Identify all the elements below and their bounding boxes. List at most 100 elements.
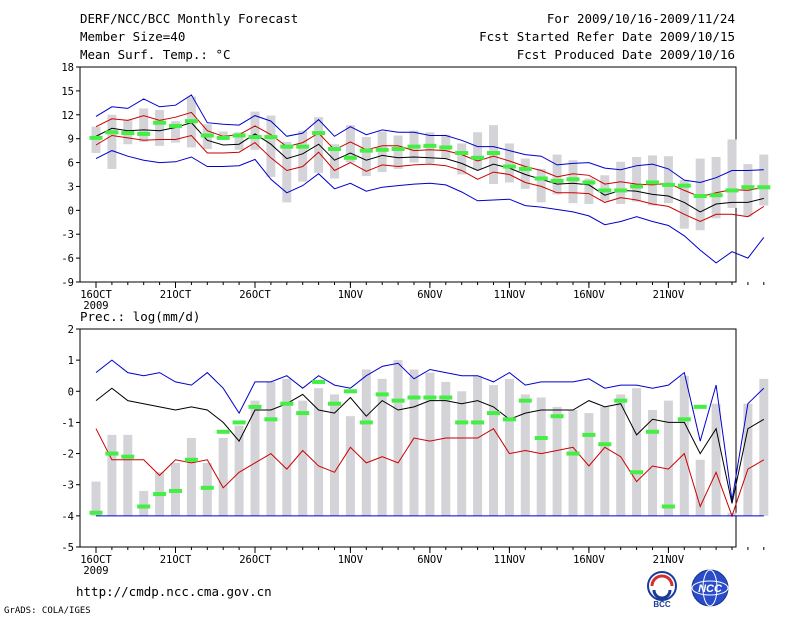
y-tick-label: -6 [61,253,74,265]
spread-box [345,416,355,516]
clim-marker [471,420,485,425]
x-tick-label: 16OCT [80,289,112,301]
clim-marker [391,147,405,152]
clim-marker [693,404,707,409]
x-tick-label: 21NOV [653,554,685,566]
clim-marker [105,451,119,456]
y-tick-label: 15 [61,86,74,98]
clim-marker [296,144,310,149]
x-year-label: 2009 [83,300,108,312]
x-tick-label: 1NOV [338,554,364,566]
y-tick-label: -1 [61,417,74,429]
spread-box [759,154,769,206]
y-tick-label: 2 [68,324,74,336]
spread-box [695,459,705,516]
clim-marker [693,194,707,198]
spread-box [139,108,149,142]
spread-box [425,372,435,516]
clim-marker [343,389,357,394]
clim-marker [184,457,198,462]
clim-marker [502,417,516,422]
clim-marker [646,429,659,434]
y-tick-label: -9 [61,277,74,289]
spread-box [473,375,483,516]
clim-marker [248,135,262,140]
y-tick-label: 9 [68,134,74,146]
y-tick-label: 3 [68,181,74,193]
x-tick-label: 26OCT [239,289,271,301]
spread-box [441,381,451,516]
y-tick-label: -5 [61,542,74,554]
svg-text:NCC: NCC [698,583,723,595]
spread-box [393,135,403,169]
lower-line [95,134,765,223]
spread-box [266,115,276,177]
clim-marker [677,417,691,422]
spread-box [663,156,673,204]
spread-box [552,406,562,516]
spread-box [361,369,371,516]
clim-marker [518,166,532,171]
spread-box [679,180,689,229]
clim-marker [89,510,103,515]
panel-title: Prec.: log(mm/d) [80,309,200,324]
x-tick-label: 16OCT [80,554,112,566]
mean-line [95,387,765,504]
spread-box [314,388,324,516]
spread-box [616,394,626,516]
clim-marker [598,188,612,193]
clim-marker [471,155,485,160]
y-tick-label: 0 [68,205,74,217]
spread-box [107,114,117,169]
spread-box [409,369,419,516]
clim-marker [455,151,469,155]
clim-marker [375,392,389,397]
spread-box [679,375,689,516]
spread-box [171,121,180,143]
clim-marker [582,180,596,185]
clim-marker [741,185,755,190]
spread-box [139,490,149,516]
spread-box [552,154,562,195]
clim-marker [121,131,135,136]
clim-marker [487,411,500,416]
source-url[interactable]: http://cmdp.ncc.cma.gov.cn [76,584,272,599]
clim-marker [232,420,246,425]
min-line [95,150,765,264]
clim-marker [630,184,644,189]
y-tick-label: 18 [61,62,74,74]
spread-box [711,156,721,219]
clim-marker [566,451,580,456]
member-size: Member Size=40 [80,29,186,44]
y-tick-label: -2 [61,449,74,461]
clim-marker [216,135,230,140]
clim-marker [153,120,167,125]
x-tick-label: 1NOV [338,289,364,301]
spread-box [743,403,753,516]
spread-box [648,409,657,516]
spread-box [727,139,737,208]
spread-box [250,111,260,150]
spread-box [123,434,133,516]
spread-box [91,481,101,516]
spread-box [377,378,387,516]
spread-box [759,378,769,516]
x-tick-label: 21OCT [160,289,192,301]
clim-marker [487,151,500,155]
lower-line [95,428,765,518]
x-tick-label: 6NOV [417,289,443,301]
clim-marker [455,420,469,425]
clim-marker [725,188,739,193]
clim-marker [184,119,198,124]
clim-marker [232,133,246,138]
clim-marker [359,148,373,153]
clim-marker [614,398,628,403]
x-tick-label: 26OCT [239,554,271,566]
clim-marker [630,470,644,475]
clim-marker [407,144,421,149]
spread-box [536,397,546,516]
y-tick-label: 1 [68,355,74,367]
x-tick-label: 21OCT [160,554,192,566]
y-tick-label: -3 [61,229,74,241]
